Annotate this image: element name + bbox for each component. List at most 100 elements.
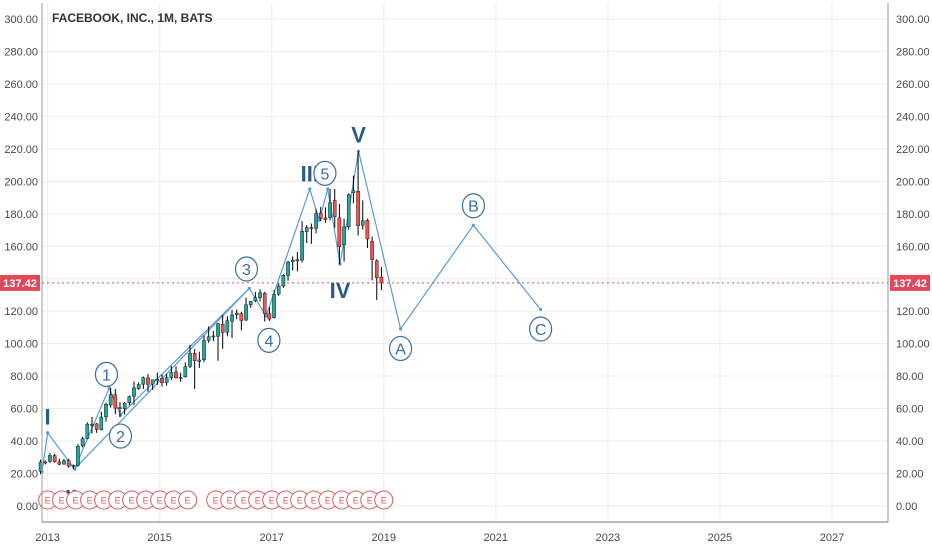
candle-body: [309, 227, 314, 229]
wave-label-circle: [94, 361, 119, 388]
candle: [160, 374, 164, 387]
candle: [178, 372, 183, 382]
candle-body: [337, 217, 342, 247]
candle-body: [342, 226, 346, 245]
candle-body: [160, 378, 164, 383]
candle-body: [318, 212, 323, 219]
candle-body: [150, 379, 155, 385]
candles: [38, 151, 384, 475]
candle-body: [374, 260, 379, 278]
candle-body: [216, 323, 220, 337]
wave-label-circled: 1: [94, 361, 119, 388]
candle-body: [356, 190, 360, 227]
candle-body: [314, 213, 318, 229]
candle: [356, 151, 360, 236]
candle: [90, 416, 94, 434]
earnings-letter: E: [269, 496, 275, 506]
y-tick-label-left: 200.00: [4, 176, 38, 188]
earnings-circle: [374, 490, 394, 510]
earnings-letter: E: [115, 496, 121, 506]
candle: [99, 411, 104, 431]
wave-label-text: 3: [242, 262, 251, 279]
y-tick-label-left: 100.00: [4, 339, 38, 351]
candle: [52, 453, 57, 463]
candle: [351, 175, 356, 204]
candle-body: [85, 424, 90, 439]
candle: [262, 291, 267, 322]
candle: [370, 236, 374, 281]
x-tick-label: 2013: [35, 532, 59, 544]
y-tick-label-left: 80.00: [10, 371, 38, 383]
candle: [66, 458, 71, 468]
wave-label-text: 4: [264, 333, 273, 350]
earnings-marker: E: [360, 490, 380, 510]
candle: [43, 460, 48, 465]
current-price-tag-right: 137.42: [890, 274, 930, 291]
earnings-letter: E: [73, 496, 79, 506]
wave-label-text: 1: [102, 367, 111, 384]
y-tick-label-left: 120.00: [4, 306, 38, 318]
wave-label-text: B: [468, 199, 479, 216]
candle: [174, 366, 178, 379]
wave-label-circled: 2: [108, 423, 133, 449]
candle: [118, 402, 122, 418]
candle-body: [174, 371, 178, 379]
wave-label-text: 5: [320, 166, 329, 183]
y-tick-label-right: 40.00: [896, 436, 924, 448]
wave-label-circle: [108, 423, 133, 449]
candle-body: [71, 465, 76, 467]
earnings-letter: E: [325, 496, 331, 506]
candle: [244, 297, 248, 321]
candle: [276, 283, 281, 296]
y-tick-label-right: 180.00: [896, 209, 930, 221]
candle: [169, 366, 174, 381]
y-tick-label-right: 200.00: [896, 176, 930, 188]
earnings-marker: E: [122, 490, 142, 510]
candle: [122, 401, 127, 415]
candle-body: [164, 377, 169, 383]
candle-body: [220, 323, 225, 333]
candle-body: [351, 190, 356, 193]
candle: [220, 315, 225, 349]
candle: [211, 330, 216, 342]
candle-body: [76, 445, 80, 466]
wave-label-roman: IV: [330, 278, 351, 303]
wave-pivot-point: [264, 314, 268, 318]
candle-body: [141, 377, 146, 385]
candle-body: [197, 359, 202, 362]
earnings-letter: E: [283, 496, 289, 506]
candle: [267, 307, 272, 321]
wave-pivot-point: [46, 431, 50, 435]
earnings-letter: E: [241, 496, 247, 506]
y-tick-label-left: 280.00: [4, 47, 38, 59]
earnings-letter: E: [101, 496, 107, 506]
candle-body: [290, 259, 295, 262]
candle-body: [146, 377, 150, 385]
candle-body: [52, 455, 57, 462]
candle-body: [230, 314, 234, 322]
candle-body: [244, 304, 248, 321]
wave-pivot-point: [247, 286, 251, 291]
candle: [281, 274, 286, 288]
earnings-letter: E: [227, 496, 233, 506]
earnings-letter: E: [87, 496, 93, 506]
candle-body: [183, 366, 188, 378]
candle: [374, 259, 379, 300]
candle: [346, 193, 351, 230]
candle: [239, 311, 244, 331]
earnings-letter: E: [255, 496, 261, 506]
y-tick-label-right: 260.00: [896, 79, 930, 91]
candle: [379, 267, 384, 291]
earnings-letter: E: [157, 496, 163, 506]
wave-label-roman: III: [301, 161, 319, 186]
candle-body: [62, 460, 66, 465]
candle: [127, 395, 132, 406]
candle-body: [104, 404, 108, 418]
grid-layer: [42, 3, 888, 522]
candle-body: [57, 461, 62, 465]
candle: [76, 444, 80, 467]
y-tick-label-left: 220.00: [4, 144, 38, 156]
candle-body: [99, 416, 104, 430]
candle-body: [323, 217, 328, 220]
